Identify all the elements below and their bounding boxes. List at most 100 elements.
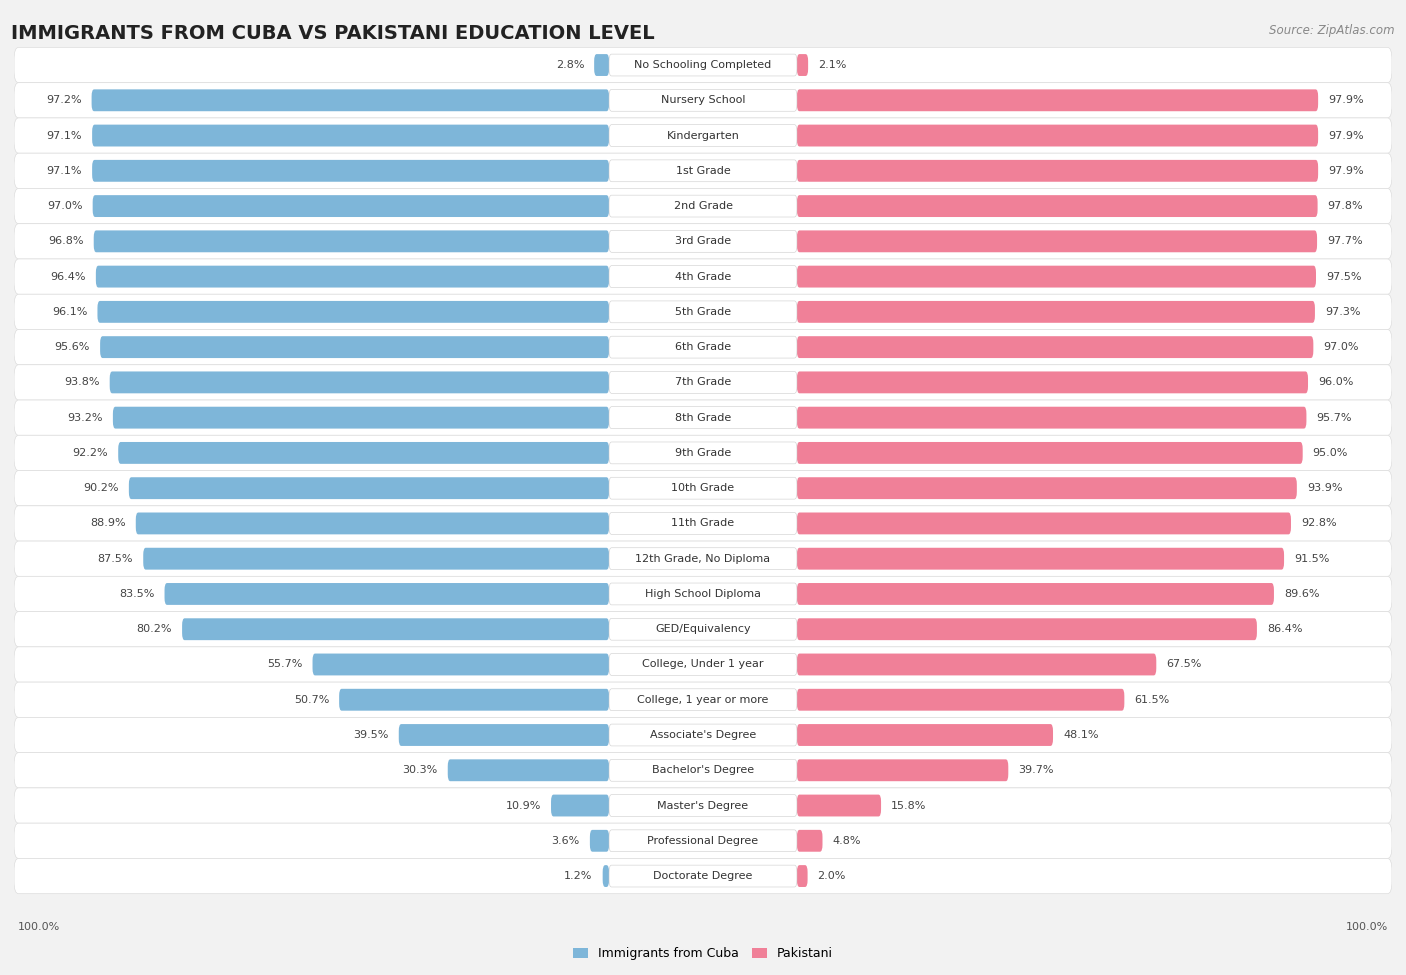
FancyBboxPatch shape	[797, 301, 1315, 323]
Text: Doctorate Degree: Doctorate Degree	[654, 871, 752, 881]
Text: 10th Grade: 10th Grade	[672, 484, 734, 493]
FancyBboxPatch shape	[143, 548, 609, 569]
Text: Professional Degree: Professional Degree	[647, 836, 759, 845]
FancyBboxPatch shape	[94, 230, 609, 253]
FancyBboxPatch shape	[14, 294, 1392, 330]
Text: 97.2%: 97.2%	[46, 96, 82, 105]
Text: 97.0%: 97.0%	[48, 201, 83, 211]
Text: 2.0%: 2.0%	[818, 871, 846, 881]
FancyBboxPatch shape	[797, 90, 1319, 111]
FancyBboxPatch shape	[797, 865, 807, 887]
Text: 100.0%: 100.0%	[1346, 922, 1388, 932]
Text: Master's Degree: Master's Degree	[658, 800, 748, 810]
Text: 89.6%: 89.6%	[1284, 589, 1319, 599]
Text: Source: ZipAtlas.com: Source: ZipAtlas.com	[1270, 24, 1395, 37]
Text: 87.5%: 87.5%	[97, 554, 134, 564]
Text: College, 1 year or more: College, 1 year or more	[637, 695, 769, 705]
FancyBboxPatch shape	[551, 795, 609, 816]
FancyBboxPatch shape	[609, 371, 797, 393]
Text: 97.1%: 97.1%	[46, 166, 82, 175]
FancyBboxPatch shape	[447, 760, 609, 781]
FancyBboxPatch shape	[603, 865, 609, 887]
FancyBboxPatch shape	[14, 435, 1392, 471]
Text: 95.6%: 95.6%	[55, 342, 90, 352]
Text: 10.9%: 10.9%	[506, 800, 541, 810]
Text: 96.1%: 96.1%	[52, 307, 87, 317]
FancyBboxPatch shape	[609, 618, 797, 641]
FancyBboxPatch shape	[609, 442, 797, 464]
FancyBboxPatch shape	[96, 265, 609, 288]
Text: 3rd Grade: 3rd Grade	[675, 236, 731, 247]
FancyBboxPatch shape	[595, 54, 609, 76]
FancyBboxPatch shape	[14, 718, 1392, 753]
FancyBboxPatch shape	[797, 688, 1125, 711]
Text: 91.5%: 91.5%	[1294, 554, 1330, 564]
Text: 97.3%: 97.3%	[1324, 307, 1361, 317]
FancyBboxPatch shape	[183, 618, 609, 641]
Text: 8th Grade: 8th Grade	[675, 412, 731, 422]
Text: IMMIGRANTS FROM CUBA VS PAKISTANI EDUCATION LEVEL: IMMIGRANTS FROM CUBA VS PAKISTANI EDUCAT…	[11, 24, 655, 43]
FancyBboxPatch shape	[609, 160, 797, 181]
Text: 97.1%: 97.1%	[46, 131, 82, 140]
FancyBboxPatch shape	[14, 682, 1392, 718]
FancyBboxPatch shape	[797, 513, 1291, 534]
Text: 15.8%: 15.8%	[891, 800, 927, 810]
FancyBboxPatch shape	[797, 336, 1313, 358]
Text: 1.2%: 1.2%	[564, 871, 593, 881]
FancyBboxPatch shape	[609, 230, 797, 253]
FancyBboxPatch shape	[609, 125, 797, 146]
Text: 48.1%: 48.1%	[1063, 730, 1098, 740]
Text: 11th Grade: 11th Grade	[672, 519, 734, 528]
Text: 50.7%: 50.7%	[294, 695, 329, 705]
FancyBboxPatch shape	[609, 548, 797, 569]
Text: 2.1%: 2.1%	[818, 60, 846, 70]
Text: 55.7%: 55.7%	[267, 659, 302, 670]
Text: 90.2%: 90.2%	[83, 484, 120, 493]
Text: 96.8%: 96.8%	[48, 236, 84, 247]
Text: 5th Grade: 5th Grade	[675, 307, 731, 317]
FancyBboxPatch shape	[14, 788, 1392, 823]
FancyBboxPatch shape	[609, 653, 797, 676]
FancyBboxPatch shape	[797, 724, 1053, 746]
FancyBboxPatch shape	[14, 858, 1392, 894]
FancyBboxPatch shape	[609, 865, 797, 887]
Text: 97.9%: 97.9%	[1329, 96, 1364, 105]
FancyBboxPatch shape	[129, 477, 609, 499]
Text: 7th Grade: 7th Grade	[675, 377, 731, 387]
FancyBboxPatch shape	[93, 160, 609, 181]
Text: 97.7%: 97.7%	[1327, 236, 1362, 247]
Text: Associate's Degree: Associate's Degree	[650, 730, 756, 740]
Text: High School Diploma: High School Diploma	[645, 589, 761, 599]
FancyBboxPatch shape	[797, 653, 1156, 676]
FancyBboxPatch shape	[93, 125, 609, 146]
FancyBboxPatch shape	[797, 230, 1317, 253]
FancyBboxPatch shape	[797, 760, 1008, 781]
FancyBboxPatch shape	[797, 477, 1296, 499]
FancyBboxPatch shape	[14, 506, 1392, 541]
Text: 96.0%: 96.0%	[1317, 377, 1354, 387]
FancyBboxPatch shape	[609, 724, 797, 746]
FancyBboxPatch shape	[797, 548, 1284, 569]
Text: 93.8%: 93.8%	[65, 377, 100, 387]
Text: 2nd Grade: 2nd Grade	[673, 201, 733, 211]
Text: 30.3%: 30.3%	[402, 765, 437, 775]
Text: 97.9%: 97.9%	[1329, 131, 1364, 140]
FancyBboxPatch shape	[14, 259, 1392, 294]
FancyBboxPatch shape	[97, 301, 609, 323]
FancyBboxPatch shape	[609, 583, 797, 604]
FancyBboxPatch shape	[14, 471, 1392, 506]
Text: 97.9%: 97.9%	[1329, 166, 1364, 175]
FancyBboxPatch shape	[399, 724, 609, 746]
FancyBboxPatch shape	[797, 125, 1319, 146]
FancyBboxPatch shape	[14, 541, 1392, 576]
Text: 80.2%: 80.2%	[136, 624, 172, 634]
FancyBboxPatch shape	[136, 513, 609, 534]
Text: 97.0%: 97.0%	[1323, 342, 1358, 352]
Text: Bachelor's Degree: Bachelor's Degree	[652, 765, 754, 775]
FancyBboxPatch shape	[14, 646, 1392, 682]
FancyBboxPatch shape	[591, 830, 609, 852]
Legend: Immigrants from Cuba, Pakistani: Immigrants from Cuba, Pakistani	[568, 943, 838, 965]
FancyBboxPatch shape	[797, 618, 1257, 641]
FancyBboxPatch shape	[312, 653, 609, 676]
Text: 6th Grade: 6th Grade	[675, 342, 731, 352]
